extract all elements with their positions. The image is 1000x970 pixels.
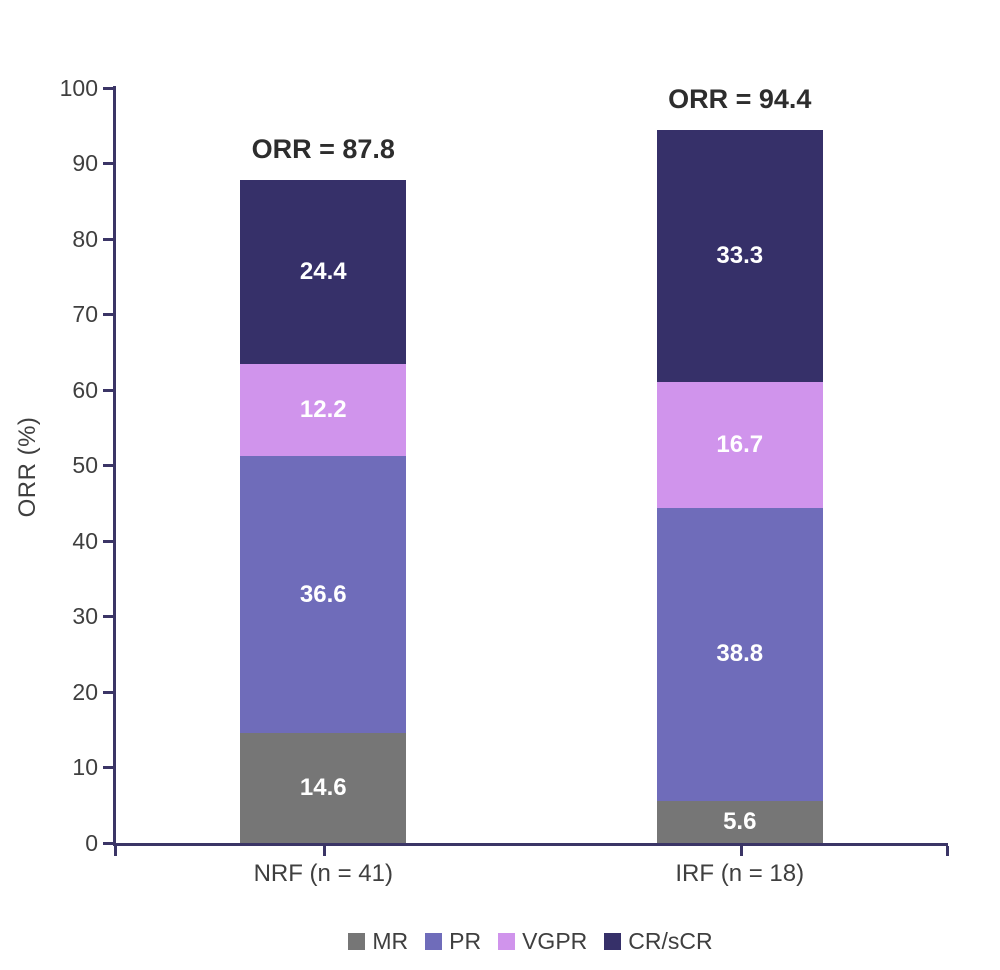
y-axis-tick bbox=[103, 162, 113, 165]
legend-item-mr: MR bbox=[348, 928, 408, 955]
y-axis-tick bbox=[103, 237, 113, 241]
x-axis-tick bbox=[323, 846, 327, 856]
orr-total-label: ORR = 87.8 bbox=[251, 134, 395, 165]
y-axis-tick-label: 30 bbox=[72, 603, 98, 629]
orr-total-label: ORR = 94.4 bbox=[668, 84, 812, 115]
x-axis-tick bbox=[739, 846, 743, 856]
y-axis-tick bbox=[103, 766, 113, 769]
bar-segment-pr: 38.8 bbox=[656, 507, 823, 801]
x-axis-tick bbox=[946, 846, 949, 856]
legend-item-cr-scr: CR/sCR bbox=[604, 928, 713, 955]
y-axis-tick-label: 20 bbox=[72, 678, 98, 705]
legend-swatch-icon bbox=[348, 933, 366, 950]
y-axis-tick bbox=[103, 615, 113, 618]
y-axis-tick-label: 80 bbox=[72, 225, 98, 252]
y-axis-tick-label: 70 bbox=[72, 301, 98, 327]
bar-segment-vgpr: 16.7 bbox=[656, 381, 823, 508]
y-axis-tick-label: 0 bbox=[85, 829, 98, 856]
segment-value-label: 16.7 bbox=[716, 430, 764, 458]
y-axis-tick bbox=[103, 86, 113, 90]
y-axis-tick bbox=[103, 841, 113, 845]
segment-value-label: 24.4 bbox=[299, 258, 347, 286]
y-axis-tick-label: 10 bbox=[72, 754, 98, 780]
y-axis-tick-label: 90 bbox=[72, 150, 98, 176]
y-axis-tick-label: 60 bbox=[72, 376, 98, 403]
y-axis-tick bbox=[103, 313, 113, 316]
y-axis-tick bbox=[103, 388, 113, 392]
segment-value-label: 14.6 bbox=[299, 773, 347, 801]
legend-swatch-icon bbox=[498, 933, 516, 950]
segment-value-label: 36.6 bbox=[299, 580, 347, 608]
x-axis-line bbox=[113, 843, 948, 846]
legend-item-vgpr: VGPR bbox=[498, 928, 587, 955]
stacked-bar: 5.6 38.8 16.7 33.3 bbox=[656, 130, 823, 843]
legend-item-pr: PR bbox=[425, 928, 481, 955]
legend-swatch-icon bbox=[604, 933, 622, 950]
segment-value-label: 38.8 bbox=[716, 640, 764, 668]
y-axis-tick bbox=[103, 690, 113, 694]
y-axis-line bbox=[113, 86, 116, 846]
stacked-bar: 14.6 36.6 12.2 24.4 bbox=[240, 180, 407, 843]
y-axis-tick bbox=[103, 464, 113, 467]
bar-segment-vgpr: 12.2 bbox=[240, 364, 407, 457]
legend: MR PR VGPR CR/sCR bbox=[113, 928, 948, 955]
segment-value-label: 12.2 bbox=[299, 396, 347, 424]
legend-swatch-icon bbox=[425, 933, 443, 950]
legend-label: CR/sCR bbox=[628, 928, 713, 954]
category-label: IRF (n = 18) bbox=[675, 860, 805, 887]
segment-value-label: 5.6 bbox=[723, 807, 757, 835]
bar-segment-pr: 36.6 bbox=[240, 456, 407, 733]
segment-value-label: 33.3 bbox=[716, 242, 764, 269]
category-label: NRF (n = 41) bbox=[253, 860, 393, 887]
bar-segment-cr-scr: 33.3 bbox=[656, 130, 823, 382]
x-axis-tick bbox=[114, 846, 117, 856]
y-axis-tick-label: 50 bbox=[72, 452, 98, 478]
bar-segment-mr: 14.6 bbox=[240, 732, 407, 843]
y-axis-tick-label: 40 bbox=[72, 527, 98, 554]
legend-label: PR bbox=[449, 928, 482, 954]
y-axis-tick bbox=[103, 539, 113, 543]
legend-label: MR bbox=[372, 928, 409, 954]
y-axis-tick-label: 100 bbox=[59, 74, 98, 101]
legend-label: VGPR bbox=[522, 928, 588, 954]
bar-segment-cr-scr: 24.4 bbox=[240, 180, 407, 365]
bar-segment-mr: 5.6 bbox=[656, 800, 823, 843]
